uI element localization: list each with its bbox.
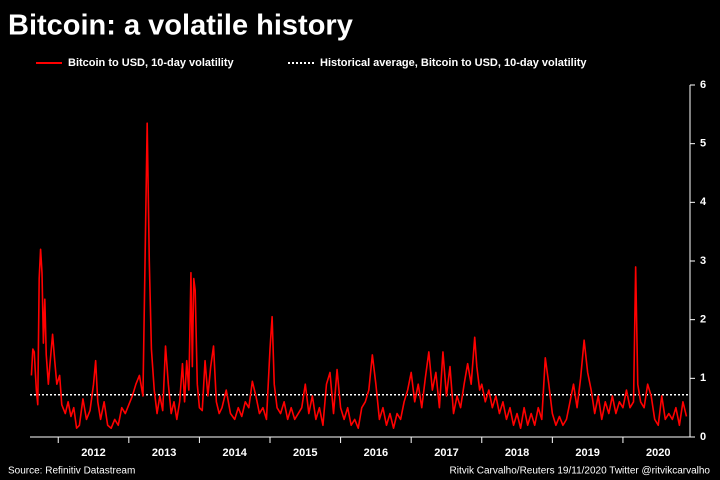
y-tick-label: 1 (700, 372, 706, 384)
x-tick-label: 2019 (575, 447, 599, 459)
x-tick-label: 2016 (364, 447, 388, 459)
y-tick-label: 0 (700, 431, 706, 443)
x-tick-label: 2018 (505, 447, 529, 459)
x-tick-label: 2012 (81, 447, 105, 459)
x-tick-label: 2020 (646, 447, 670, 459)
y-tick-label: 2 (700, 314, 706, 326)
x-tick-label: 2017 (434, 447, 458, 459)
y-tick-label: 3 (700, 255, 706, 267)
y-tick-label: 6 (700, 79, 706, 91)
credit: Ritvik Carvalho/Reuters 19/11/2020 Twitt… (450, 466, 711, 477)
x-tick-label: 2014 (222, 447, 247, 459)
x-tick-label: 2015 (293, 447, 317, 459)
volatility-line (30, 122, 688, 429)
legend-label: Bitcoin to USD, 10-day volatility (68, 57, 235, 69)
source: Source: Refinitiv Datastream (8, 466, 135, 477)
legend-label: Historical average, Bitcoin to USD, 10-d… (320, 57, 587, 69)
y-tick-label: 5 (700, 138, 706, 150)
y-tick-label: 4 (700, 196, 707, 208)
chart-title: Bitcoin: a volatile history (8, 10, 353, 42)
x-tick-label: 2013 (152, 447, 176, 459)
